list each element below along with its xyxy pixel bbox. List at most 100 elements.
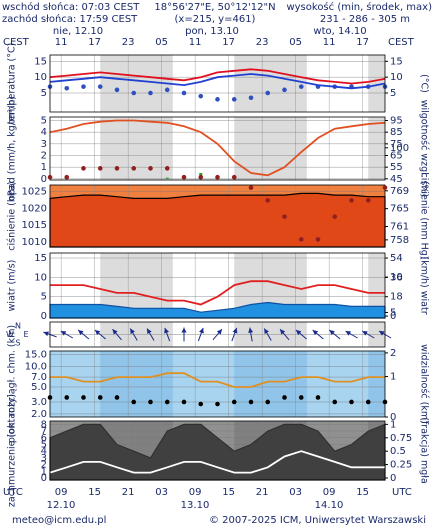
- series-dot: [248, 95, 254, 101]
- bottom-hour: 09: [189, 487, 202, 498]
- series-dot: [164, 87, 170, 93]
- night-shade: [368, 55, 385, 112]
- sunset: zachód słońca: 17:59 CEST: [2, 13, 138, 25]
- panel-frame: [49, 420, 386, 481]
- wind-arrow: [181, 327, 187, 342]
- y2-tick-label: 765: [390, 204, 409, 215]
- y2-tick-label: 761: [390, 221, 409, 232]
- series-dot: [47, 174, 53, 180]
- series-dot: [282, 87, 287, 93]
- y-tick-label: 7.0: [31, 372, 47, 383]
- bottom-hour: 15: [222, 487, 235, 498]
- wind-arrow: [60, 330, 74, 339]
- y-label: ciśnienie (hPa): [7, 181, 18, 250]
- night-shade: [368, 117, 385, 180]
- y2-tick-label: 85: [390, 127, 403, 138]
- y-tick-label: 2: [41, 460, 47, 471]
- y-label: opad (mm/h, kg/m²/h): [7, 96, 18, 201]
- panel-frame: [49, 321, 386, 348]
- y2-tick-label: 55: [390, 162, 403, 173]
- series-dot: [198, 174, 204, 180]
- night-shade: [234, 117, 307, 180]
- y-tick-label: 5: [41, 88, 47, 99]
- arrow-head: [280, 329, 286, 335]
- series-dot: [97, 166, 103, 171]
- y2-tick-label: 0.75: [390, 433, 412, 444]
- arrow-head: [329, 330, 335, 336]
- night-shade: [100, 117, 173, 180]
- series-dot: [215, 174, 220, 180]
- series-dot: [231, 174, 237, 180]
- night-shade: [368, 351, 385, 417]
- series-line: [49, 68, 386, 85]
- series-dot: [114, 87, 120, 93]
- wind-arrow: [112, 328, 122, 341]
- wind-arrow: [312, 329, 324, 340]
- arrow-head: [378, 331, 385, 336]
- series-dot: [265, 399, 271, 405]
- top-hour: 17: [356, 37, 369, 48]
- y-tick-label: 1: [41, 162, 47, 173]
- y-tick-label: 7: [41, 426, 47, 437]
- series-dot: [131, 166, 137, 171]
- series-dot: [332, 214, 338, 219]
- y-tick-label: 10: [34, 272, 47, 283]
- y-tick-label: 3.0: [31, 397, 47, 408]
- series-dot: [64, 174, 70, 180]
- bottom-hour: 21: [256, 487, 269, 498]
- series-line: [50, 372, 385, 388]
- y-tick-label: 3: [41, 139, 47, 150]
- y-tick-label: 4: [41, 127, 47, 138]
- y2-tick-label: 5: [390, 307, 396, 318]
- wind-arrow: [345, 330, 358, 339]
- footer-email: meteo@icm.edu.pl: [12, 515, 106, 526]
- y2-tick-label: 36: [390, 272, 403, 283]
- y-tick-label: 15: [34, 56, 47, 67]
- y2-tick-label: 0: [390, 311, 396, 322]
- bottom-zone-right: UTC: [392, 487, 412, 498]
- wind-arrow: [94, 329, 106, 340]
- series-dot: [97, 395, 103, 400]
- series-dot: [365, 198, 371, 203]
- night-shade: [368, 253, 385, 318]
- wind-arrow: [197, 327, 204, 342]
- series-dot: [164, 399, 170, 405]
- series-dot: [148, 166, 153, 171]
- series-dot: [198, 93, 204, 99]
- y-label: wiatr (m/s): [7, 260, 18, 312]
- series-dot: [298, 237, 304, 242]
- y2-tick-label: 2: [390, 348, 396, 359]
- bottom-hour: 15: [356, 487, 369, 498]
- series-dot: [298, 395, 304, 400]
- series-dot: [148, 90, 153, 96]
- wind-arrow: [164, 327, 171, 342]
- wind-arrow: [77, 329, 90, 340]
- compass: N: [15, 322, 21, 331]
- arrow-head: [312, 330, 319, 336]
- day-bottom: 12.10: [47, 500, 76, 511]
- y2-tick-label: 1: [390, 372, 396, 383]
- arrow-head: [78, 330, 84, 336]
- series-dot: [349, 198, 354, 203]
- series-area: [49, 423, 386, 481]
- y-tick-label: 15.0: [25, 350, 47, 361]
- coords: 18°56'27"E, 50°12'12"N: [154, 2, 275, 13]
- arrow-head: [112, 329, 118, 335]
- series-dot: [215, 97, 220, 102]
- series-dot: [164, 166, 170, 171]
- series-area: [49, 192, 386, 248]
- y-tick-label: 4: [41, 446, 47, 457]
- y-tick-label: 15: [34, 253, 47, 264]
- wind-arrow: [231, 327, 238, 342]
- series-line: [49, 119, 386, 177]
- y2-tick-label: 10: [390, 272, 403, 283]
- arrow-head: [216, 329, 222, 335]
- wind-arrow: [146, 328, 155, 341]
- series-bar: [165, 177, 169, 179]
- y-tick-label: 5: [41, 116, 47, 127]
- y2-tick-label: 0: [390, 412, 396, 423]
- y-tick-label: 8: [41, 419, 47, 430]
- wind-arrow: [248, 327, 254, 342]
- series-dot: [231, 97, 237, 102]
- top-hour: 17: [88, 37, 101, 48]
